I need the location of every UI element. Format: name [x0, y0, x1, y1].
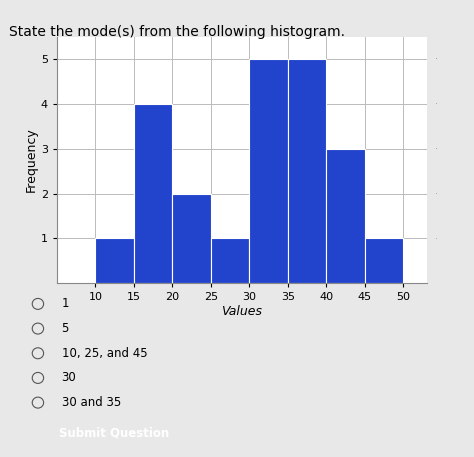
- Text: 10, 25, and 45: 10, 25, and 45: [62, 347, 147, 360]
- Bar: [173, 194, 211, 283]
- Bar: [134, 104, 173, 283]
- Bar: [95, 239, 134, 283]
- Text: State the mode(s) from the following histogram.: State the mode(s) from the following his…: [9, 25, 346, 39]
- Bar: [365, 239, 403, 283]
- Text: 30: 30: [62, 372, 76, 384]
- Text: 5: 5: [62, 322, 69, 335]
- Bar: [211, 239, 249, 283]
- Y-axis label: Frequency: Frequency: [25, 128, 38, 192]
- Text: 30 and 35: 30 and 35: [62, 396, 121, 409]
- X-axis label: Values: Values: [221, 305, 262, 318]
- Bar: [249, 59, 288, 283]
- Text: 1: 1: [62, 298, 69, 310]
- Bar: [288, 59, 327, 283]
- Text: Submit Question: Submit Question: [59, 426, 169, 440]
- Bar: [327, 149, 365, 283]
